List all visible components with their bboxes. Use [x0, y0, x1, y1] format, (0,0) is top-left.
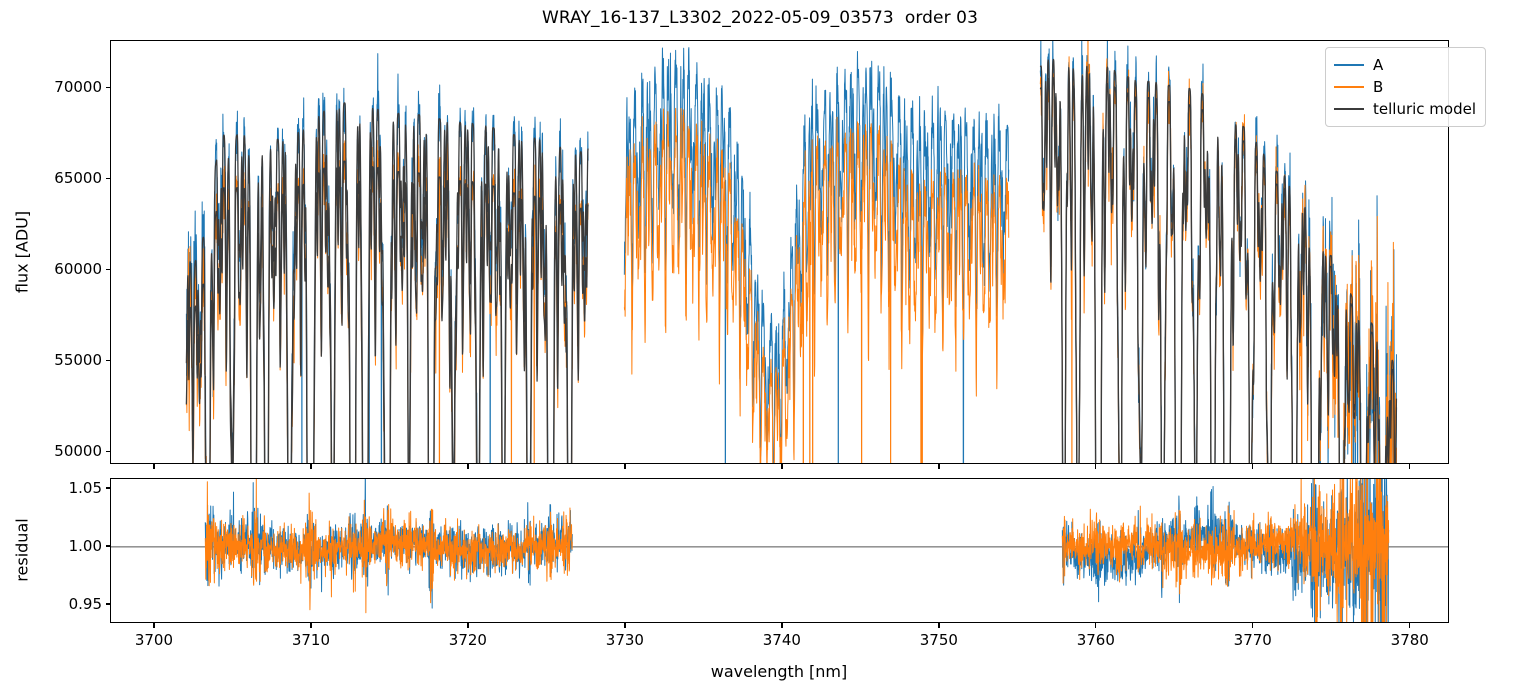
- flux-xtick-3: [624, 464, 626, 469]
- wavelength-xtick-label-3: 3730: [605, 631, 644, 649]
- residual-ytick-label-1: 1.00: [68, 536, 102, 555]
- flux-ytick-label-3: 65000: [54, 169, 102, 188]
- flux-xtick-0: [153, 464, 155, 469]
- legend-label-b: B: [1373, 77, 1384, 96]
- flux-ytick-3: [105, 177, 110, 179]
- wavelength-xtick-label-1: 3710: [291, 631, 331, 649]
- wavelength-xtick-6: [1095, 623, 1097, 628]
- wavelength-xtick-1: [310, 623, 312, 628]
- flux-ytick-label-4: 70000: [54, 78, 102, 97]
- wavelength-xtick-label-4: 3740: [762, 631, 801, 649]
- legend-swatch-a: [1334, 63, 1364, 67]
- wavelength-xtick-7: [1252, 623, 1254, 628]
- wavelength-xtick-8: [1409, 623, 1411, 628]
- flux-panel: [110, 40, 1449, 464]
- legend-label-a: A: [1373, 55, 1384, 74]
- flux-ytick-4: [105, 86, 110, 88]
- legend-item-telluric-model: telluric model: [1334, 98, 1476, 120]
- flux-ytick-0: [105, 450, 110, 452]
- residual-plot-canvas: [111, 479, 1448, 622]
- legend-item-a: A: [1334, 54, 1476, 76]
- flux-xtick-8: [1409, 464, 1411, 469]
- flux-xtick-1: [310, 464, 312, 469]
- residual-ytick-label-2: 1.05: [68, 478, 102, 497]
- flux-ytick-2: [105, 268, 110, 270]
- legend-swatch-b: [1334, 85, 1364, 89]
- flux-ytick-label-0: 50000: [54, 442, 102, 461]
- flux-xtick-5: [938, 464, 940, 469]
- wavelength-xtick-label-5: 3750: [919, 631, 958, 649]
- residual-panel: [110, 478, 1449, 623]
- flux-xtick-4: [781, 464, 783, 469]
- telluric-model-b: [185, 76, 1398, 463]
- residual-axis-label: residual: [12, 518, 32, 582]
- residual-ytick-2: [105, 487, 110, 489]
- flux-ytick-label-2: 60000: [54, 260, 102, 279]
- legend-label-telluric-model: telluric model: [1373, 99, 1477, 118]
- wavelength-xtick-label-7: 3770: [1233, 631, 1272, 649]
- residual-ytick-label-0: 0.95: [68, 594, 102, 613]
- flux-xtick-7: [1252, 464, 1254, 469]
- wavelength-xtick-label-0: 3700: [134, 631, 174, 649]
- residual-ytick-1: [105, 545, 110, 547]
- wavelength-xtick-label-2: 3720: [448, 631, 487, 649]
- wavelength-xtick-5: [938, 623, 940, 628]
- residual-series-b: [204, 479, 1390, 622]
- wavelength-xtick-0: [153, 623, 155, 628]
- legend-swatch-telluric-model: [1334, 107, 1364, 111]
- flux-ytick-1: [105, 359, 110, 361]
- wavelength-xtick-label-6: 3760: [1076, 631, 1115, 649]
- wavelength-axis-label: wavelength [nm]: [710, 662, 848, 681]
- legend: A B telluric model: [1325, 47, 1487, 127]
- figure-title: WRAY_16-137_L3302_2022-05-09_03573 order…: [541, 8, 979, 28]
- wavelength-xtick-label-8: 3780: [1390, 631, 1429, 649]
- flux-xtick-6: [1095, 464, 1097, 469]
- flux-axis-label: flux [ADU]: [12, 210, 32, 294]
- flux-plot-canvas: [185, 41, 1398, 463]
- wavelength-xtick-2: [467, 623, 469, 628]
- wavelength-xtick-3: [624, 623, 626, 628]
- wavelength-xtick-4: [781, 623, 783, 628]
- legend-item-b: B: [1334, 76, 1476, 98]
- flux-xtick-2: [467, 464, 469, 469]
- flux-ytick-label-1: 55000: [54, 351, 102, 370]
- residual-ytick-0: [105, 603, 110, 605]
